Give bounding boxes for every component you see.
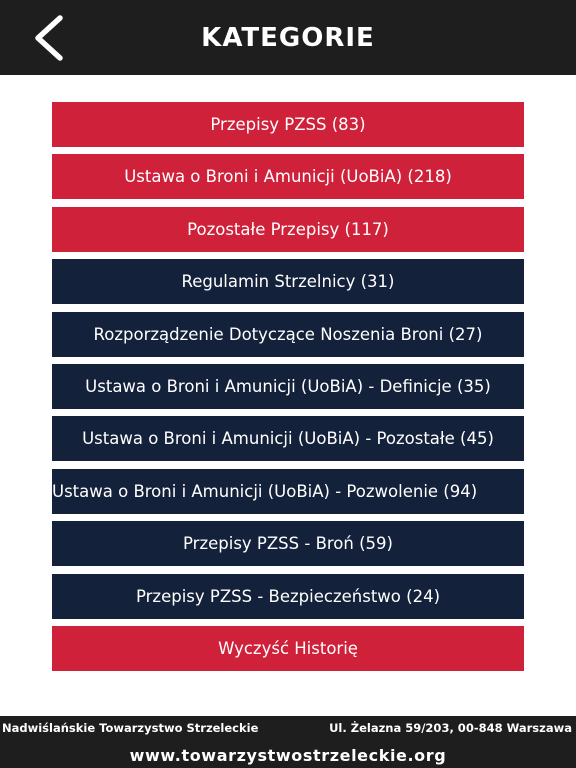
- category-pozostale-przepisy[interactable]: Pozostałe Przepisy (117): [52, 206, 524, 252]
- clear-history-button[interactable]: Wyczyść Historię: [52, 625, 524, 671]
- category-ustawa-uobia[interactable]: Ustawa o Broni i Amunicji (UoBiA) (218): [52, 154, 524, 200]
- footer-bar: Nadwiślańskie Towarzystwo Strzeleckie Ul…: [0, 716, 576, 768]
- category-regulamin-strzelnicy[interactable]: Regulamin Strzelnicy (31): [52, 259, 524, 305]
- footer-address: Ul. Żelazna 59/203, 00-848 Warszawa: [329, 721, 572, 735]
- category-uobia-definicje[interactable]: Ustawa o Broni i Amunicji (UoBiA) - Defi…: [52, 363, 524, 409]
- footer-website-link[interactable]: www.towarzystwostrzeleckie.org: [129, 746, 447, 765]
- footer-info: Nadwiślańskie Towarzystwo Strzeleckie Ul…: [0, 721, 576, 737]
- chevron-left-icon: [35, 15, 63, 61]
- page-title: KATEGORIE: [201, 22, 375, 53]
- category-uobia-pozostale[interactable]: Ustawa o Broni i Amunicji (UoBiA) - Pozo…: [52, 416, 524, 462]
- footer-organization: Nadwiślańskie Towarzystwo Strzeleckie: [2, 721, 259, 735]
- category-pzss-bezpieczenstwo[interactable]: Przepisy PZSS - Bezpieczeństwo (24): [52, 573, 524, 619]
- category-list: Przepisy PZSS (83) Ustawa o Broni i Amun…: [52, 102, 524, 678]
- category-pzss-bron[interactable]: Przepisy PZSS - Broń (59): [52, 521, 524, 567]
- category-rozporzadzenie-noszenia-broni[interactable]: Rozporządzenie Dotyczące Noszenia Broni …: [52, 311, 524, 357]
- back-button[interactable]: [26, 12, 74, 64]
- header-bar: KATEGORIE: [0, 0, 576, 75]
- category-uobia-pozwolenie-label: Ustawa o Broni i Amunicji (UoBiA) - Pozw…: [52, 481, 478, 501]
- category-uobia-pozwolenie[interactable]: Ustawa o Broni i Amunicji (UoBiA) - Pozw…: [52, 468, 524, 514]
- category-przepisy-pzss[interactable]: Przepisy PZSS (83): [52, 102, 524, 147]
